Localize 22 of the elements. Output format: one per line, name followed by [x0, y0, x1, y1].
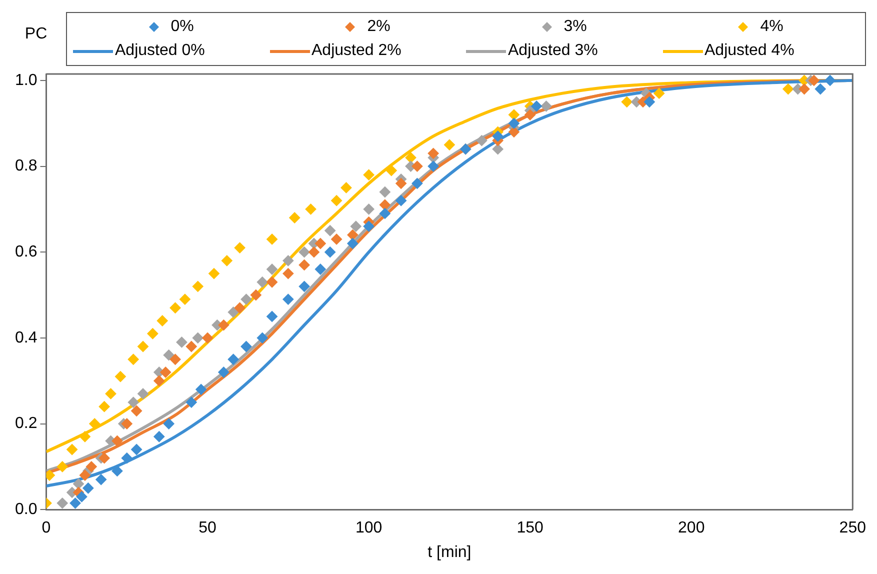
- x-tick-label: 250: [839, 520, 866, 537]
- x-axis-title: t [min]: [428, 544, 472, 561]
- x-tick-label: 100: [355, 520, 382, 537]
- legend-label: Adjusted 4%: [704, 42, 794, 60]
- y-tick-label: 1.0: [14, 72, 38, 89]
- y-tick-label: 0.8: [14, 158, 38, 175]
- legend-label: 2%: [367, 18, 390, 36]
- x-tick-label: 50: [198, 520, 217, 537]
- legend-label: 3%: [564, 18, 587, 36]
- x-tick-label: 150: [516, 520, 544, 537]
- legend-label: Adjusted 3%: [508, 42, 598, 60]
- y-tick-label: 0.2: [14, 415, 38, 432]
- legend-label: 4%: [760, 18, 784, 36]
- legend-label: 0%: [170, 18, 194, 36]
- legend-label: Adjusted 0%: [115, 42, 205, 60]
- y-tick-label: 0.6: [14, 244, 38, 261]
- x-tick-label: 0: [42, 520, 51, 537]
- legend-label: Adjusted 2%: [312, 42, 402, 60]
- y-tick-label: 0.4: [14, 329, 38, 346]
- x-tick-label: 200: [678, 520, 705, 537]
- y-tick-label: 0.0: [14, 501, 38, 518]
- y-axis-title: PC: [24, 25, 48, 42]
